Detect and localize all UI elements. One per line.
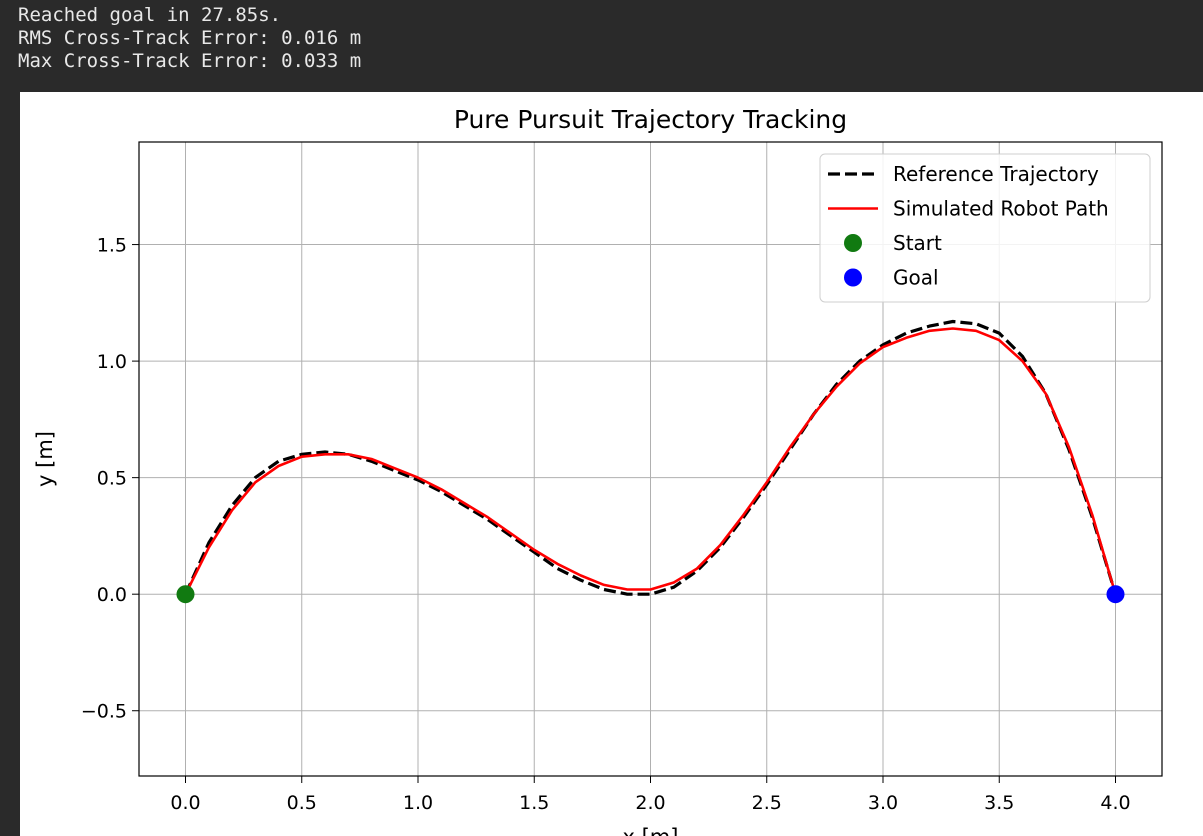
y-tick-label: 1.5 xyxy=(97,235,127,257)
y-axis-label: y [m] xyxy=(33,431,57,487)
console-line: Reached goal in 27.85s. xyxy=(18,4,282,26)
x-tick-label: 0.5 xyxy=(287,792,317,814)
marker-layer xyxy=(176,585,1125,604)
start-marker xyxy=(176,585,195,604)
legend-label: Simulated Robot Path xyxy=(893,197,1109,221)
x-tick-label: 4.0 xyxy=(1100,792,1130,814)
x-tick-label: 1.5 xyxy=(519,792,549,814)
y-tick-label: 0.5 xyxy=(97,468,127,490)
x-tick-label: 1.0 xyxy=(403,792,433,814)
y-tick-label: −0.5 xyxy=(81,701,127,723)
legend-box xyxy=(819,153,1151,303)
legend-label: Start xyxy=(893,231,942,255)
ticks: 0.0 0.5 1.0 1.5 2.0 2.5 3.0 3.5 4.0 −0.5 0.0 0.5 1.0… xyxy=(81,235,1131,814)
legend-swatch xyxy=(844,268,862,287)
legend-label: Goal xyxy=(893,266,939,290)
console-output: Reached goal in 27.85s. RMS Cross-Track … xyxy=(18,4,361,73)
simulated-robot-path-line xyxy=(184,327,1117,595)
legend-swatch xyxy=(844,234,862,252)
x-tick-label: 2.0 xyxy=(635,792,665,814)
legend: Reference Trajectory Simulated Robot Path… xyxy=(819,153,1151,303)
x-axis-label: x [m] xyxy=(623,825,679,836)
x-tick-label: 2.5 xyxy=(752,792,782,814)
y-tick-label: 0.0 xyxy=(97,584,127,606)
trajectory-chart: 0.0 0.5 1.0 1.5 2.0 2.5 3.0 3.5 4.0 −0.5 0.0 0.5 1.0… xyxy=(33,105,1163,836)
console-line: Max Cross-Track Error: 0.033 m xyxy=(18,50,362,72)
y-tick-label: 1.0 xyxy=(97,351,127,373)
console-line: RMS Cross-Track Error: 0.016 m xyxy=(18,27,362,49)
legend-label: Reference Trajectory xyxy=(893,162,1099,186)
series-layer xyxy=(184,319,1118,596)
x-tick-label: 0.0 xyxy=(170,792,200,814)
goal-marker xyxy=(1106,585,1125,604)
x-tick-label: 3.0 xyxy=(868,792,898,814)
figure: 0.0 0.5 1.0 1.5 2.0 2.5 3.0 3.5 4.0 −0.5 0.0 0.5 1.0… xyxy=(20,92,1203,836)
x-tick-label: 3.5 xyxy=(984,792,1014,814)
chart-title: Pure Pursuit Trajectory Tracking xyxy=(454,105,847,134)
